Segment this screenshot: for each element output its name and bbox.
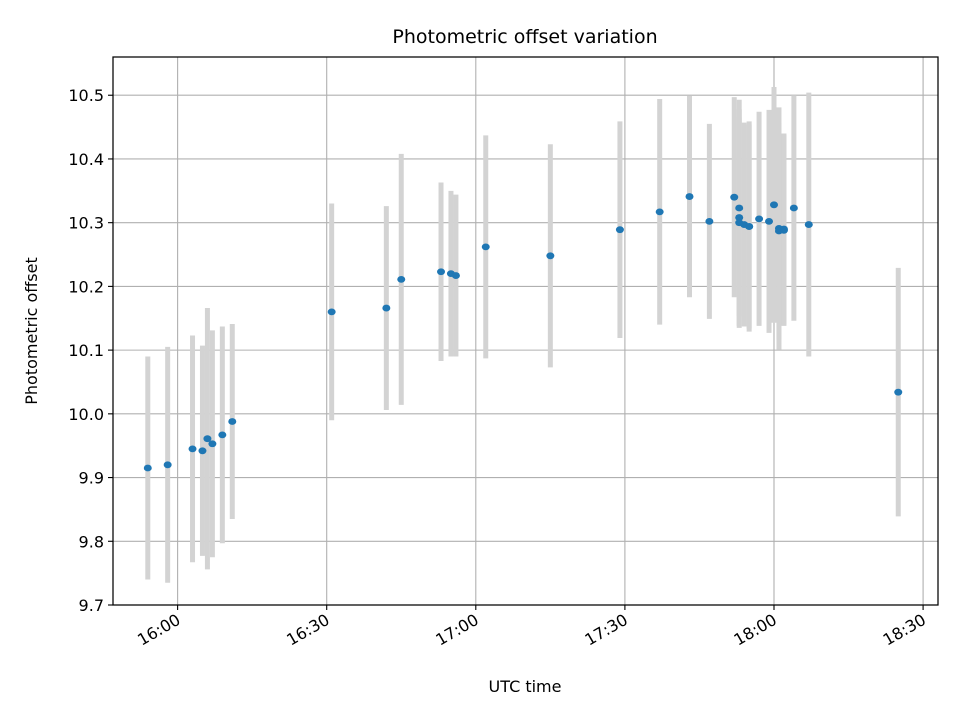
y-tick-label: 10.1 <box>68 341 104 360</box>
y-tick-label: 9.9 <box>79 469 104 488</box>
y-tick-label: 9.8 <box>79 532 104 551</box>
data-point <box>705 218 714 225</box>
y-tick-label: 10.4 <box>68 150 104 169</box>
data-point <box>327 308 336 316</box>
y-tick-label: 9.7 <box>79 596 104 615</box>
data-point <box>203 435 212 443</box>
data-point <box>198 447 207 455</box>
data-point <box>735 204 744 212</box>
data-point <box>163 461 172 469</box>
data-point <box>804 221 813 228</box>
data-point <box>779 225 788 233</box>
y-tick-label: 10.0 <box>68 405 104 424</box>
data-point <box>481 243 490 251</box>
y-tick-label: 10.3 <box>68 214 104 233</box>
data-point <box>769 201 778 209</box>
data-points <box>143 193 903 472</box>
plot-frame <box>112 56 939 606</box>
data-point <box>745 223 754 230</box>
data-point <box>382 304 391 312</box>
data-point <box>451 272 460 279</box>
data-point <box>228 418 237 425</box>
x-axis-label: UTC time <box>489 677 562 696</box>
data-point <box>218 431 227 439</box>
y-tick-label: 10.2 <box>68 277 104 296</box>
data-point <box>765 218 774 225</box>
data-point <box>735 214 744 221</box>
data-point <box>894 388 903 396</box>
data-point <box>397 275 406 283</box>
y-tick-label: 10.5 <box>68 86 104 105</box>
grid-lines <box>113 57 938 606</box>
chart-title: Photometric offset variation <box>392 26 657 48</box>
data-point <box>685 193 694 200</box>
data-point <box>143 464 152 472</box>
y-axis-label: Photometric offset <box>22 257 41 405</box>
data-point <box>437 268 446 276</box>
data-point <box>208 440 217 448</box>
data-point <box>655 208 664 216</box>
data-point <box>188 445 197 453</box>
data-point <box>755 215 764 223</box>
data-point <box>546 252 555 260</box>
data-point <box>730 193 739 201</box>
data-point <box>615 226 624 234</box>
data-point <box>789 204 798 212</box>
